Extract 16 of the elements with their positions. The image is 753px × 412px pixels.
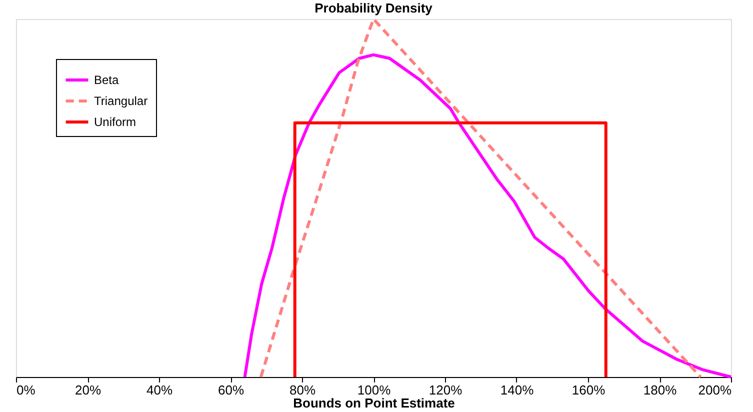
legend-label: Triangular bbox=[94, 94, 148, 108]
x-tick-label: 180% bbox=[643, 382, 678, 398]
x-tick-label: 140% bbox=[500, 382, 534, 398]
x-tick-label: 80% bbox=[289, 382, 316, 398]
x-tick-label: 0% bbox=[16, 382, 36, 398]
x-tick-label: 120% bbox=[428, 382, 463, 398]
x-tick-label: 160% bbox=[572, 382, 606, 398]
x-axis-title: Bounds on Point Estimate bbox=[293, 396, 455, 410]
legend-label: Beta bbox=[94, 73, 120, 87]
x-tick-label: 40% bbox=[146, 382, 173, 398]
legend-label: Uniform bbox=[94, 115, 136, 129]
x-tick-label: 200% bbox=[698, 382, 732, 398]
x-tick-label: 60% bbox=[218, 382, 244, 398]
chart-title: Probability Density bbox=[314, 0, 434, 16]
x-tick-label: 20% bbox=[74, 382, 102, 398]
x-tick-label: 100% bbox=[357, 382, 392, 398]
